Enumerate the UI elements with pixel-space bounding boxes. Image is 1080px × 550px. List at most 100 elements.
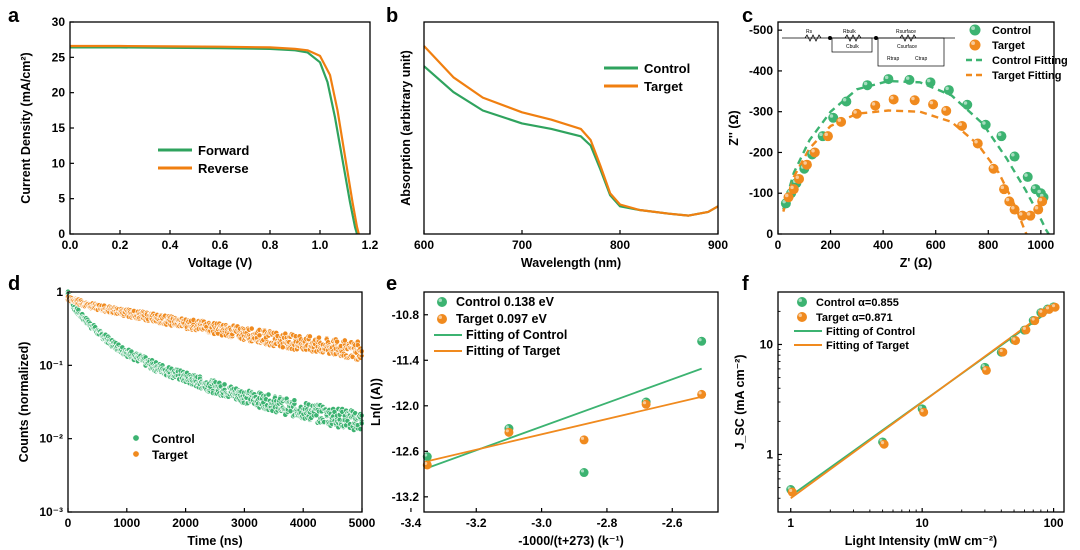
chart-c-control-point	[904, 74, 915, 85]
chart-f-target-point	[981, 365, 991, 375]
chart-e-ytick-label: -12.0	[392, 399, 420, 413]
chart-e-target-point-shine	[642, 401, 647, 405]
chart-c-target-point	[1009, 204, 1020, 215]
chart-c-frame	[777, 21, 1055, 235]
chart-e-target-point-shine	[505, 429, 509, 433]
chart-f-target-point-shine	[920, 409, 924, 413]
chart-f-legend-label: Fitting of Control	[826, 326, 915, 338]
chart-c-control-point-shine	[1037, 189, 1041, 194]
chart-c-legend-label: Control	[992, 25, 1031, 37]
chart-c-legend-label: Target	[992, 40, 1025, 52]
chart-c-xtick-label: 800	[978, 238, 998, 252]
chart-c-target-point-shine	[871, 102, 876, 106]
chart-f-ytick-label: 1	[766, 447, 773, 461]
chart-c-ytick-label: -100	[749, 186, 773, 200]
chart-c-target-point-shine	[1011, 206, 1015, 210]
chart-e-legend-marker	[437, 314, 447, 324]
chart-d-xtick-label: 3000	[231, 516, 258, 530]
chart-d-control-point	[291, 397, 298, 404]
chart-c-ytick-label: 0	[766, 227, 773, 241]
chart-c-target-point	[851, 108, 862, 119]
panel-letter: c	[742, 5, 753, 27]
chart-c-target-point-shine	[785, 193, 789, 198]
chart-e: e -3.4 -3.2 -3.0 -2.8 -2.6 -10.8 -11.4 -12.0 -12.…	[369, 273, 707, 548]
chart-c-control-point-shine	[884, 75, 889, 80]
chart-a-xtick-label: 0.8	[262, 238, 279, 252]
chart-f-target-point-shine	[880, 441, 885, 445]
chart-a-xtick-label: 1.0	[312, 238, 329, 252]
chart-c-target-point-shine	[929, 100, 934, 105]
chart-a-ytick-label: 20	[52, 86, 66, 100]
chart-b-xtick-label: 700	[512, 238, 532, 252]
chart-a-ytick-label: 15	[52, 121, 66, 135]
chart-a-frame	[69, 21, 371, 235]
chart-c-target-point-shine	[1018, 212, 1023, 216]
chart-e-target-point-shine	[580, 436, 585, 440]
chart-a-xtick-label: 0.6	[212, 238, 229, 252]
chart-e-control-point	[579, 468, 589, 478]
chart-c-target-point	[888, 94, 899, 105]
circuit-label: Rtrap	[887, 56, 899, 62]
chart-f-legend-label: Target α=0.871	[816, 312, 893, 324]
chart-d-xlabel: Time (ns)	[187, 534, 242, 548]
chart-d-ytick-label: 10⁻²	[39, 432, 63, 446]
chart-e-xtick-label: -3.2	[466, 516, 487, 530]
chart-b-xtick-label: 800	[610, 238, 630, 252]
chart-f-xtick-label: 10	[915, 516, 929, 530]
chart-f-target-point	[787, 487, 797, 497]
chart-e-target-point	[697, 389, 707, 399]
chart-f-target-point-shine	[1039, 309, 1043, 313]
chart-f-target-point	[1011, 336, 1021, 346]
chart-c-xtick-label: 400	[873, 238, 893, 252]
chart-f-frame	[777, 291, 1065, 513]
chart-c-control-point-shine	[997, 132, 1002, 137]
chart-c-target-point	[870, 100, 881, 111]
chart-c-control-point-shine	[1032, 185, 1036, 190]
chart-c-target-point	[928, 99, 939, 110]
chart-f-control-point-shine	[919, 405, 923, 409]
chart-c-target-point-shine	[1038, 197, 1043, 202]
chart-a-xtick-label: 0.4	[162, 238, 179, 252]
circuit-resistor	[844, 34, 862, 42]
chart-d-xtick-label: 4000	[290, 516, 317, 530]
chart-f-xlabel: Light Intensity (mW cm⁻²)	[845, 534, 997, 548]
chart-c-target-point-shine	[1026, 212, 1031, 216]
chart-e-legend-marker-shine	[438, 315, 442, 319]
circuit-label: Rbulk	[843, 29, 856, 35]
chart-f-target-point	[998, 347, 1008, 357]
circuit-resistor	[899, 34, 917, 42]
chart-e-legend-label: Control 0.138 eV	[456, 295, 555, 309]
chart-d-target-point	[316, 334, 322, 341]
chart-b-legend-label: Target	[644, 79, 683, 94]
chart-a-ytick-label: 0	[58, 227, 65, 241]
chart-c-ytick-label: -200	[749, 145, 773, 159]
chart-e-xtick-label: -2.6	[662, 516, 683, 530]
circuit-node	[874, 36, 878, 40]
chart-c-control-point-shine	[926, 78, 931, 83]
circuit-label: Ctrap	[915, 56, 927, 62]
chart-e-control-point-shine	[698, 338, 702, 342]
chart-c-target-point-shine	[911, 96, 915, 101]
chart-d-xtick-label: 1000	[113, 516, 140, 530]
chart-c-control-point-shine	[842, 98, 847, 102]
chart-c-control-point	[980, 119, 991, 130]
chart-c-ytick-label: -300	[749, 105, 773, 119]
chart-c-control-point	[1022, 171, 1033, 182]
chart-c-target-point	[972, 138, 983, 149]
panel-letter: e	[386, 273, 397, 295]
chart-d-target-point	[307, 333, 313, 340]
chart-b-xlabel: Wavelength (nm)	[521, 256, 621, 270]
chart-c-target-point-shine	[1000, 185, 1005, 190]
chart-d-target-point	[334, 338, 340, 345]
chart-a: a 0.0 0.2 0.4 0.6 0.8 1.0 1.2 0 5 10 15 20 25 30 Voltag…	[8, 5, 379, 270]
chart-c-legend-marker-shine	[971, 41, 975, 45]
chart-a-series-reverse	[70, 44, 360, 235]
chart-e-control-point-shine	[424, 453, 428, 457]
chart-e-legend-label: Fitting of Target	[466, 344, 561, 358]
chart-a-legend-label: Forward	[198, 143, 249, 158]
chart-c-target-point	[941, 105, 952, 116]
panel-letter: a	[8, 5, 20, 27]
chart-f-legend-marker-shine	[798, 298, 802, 302]
circuit-label: Rs	[806, 29, 813, 35]
